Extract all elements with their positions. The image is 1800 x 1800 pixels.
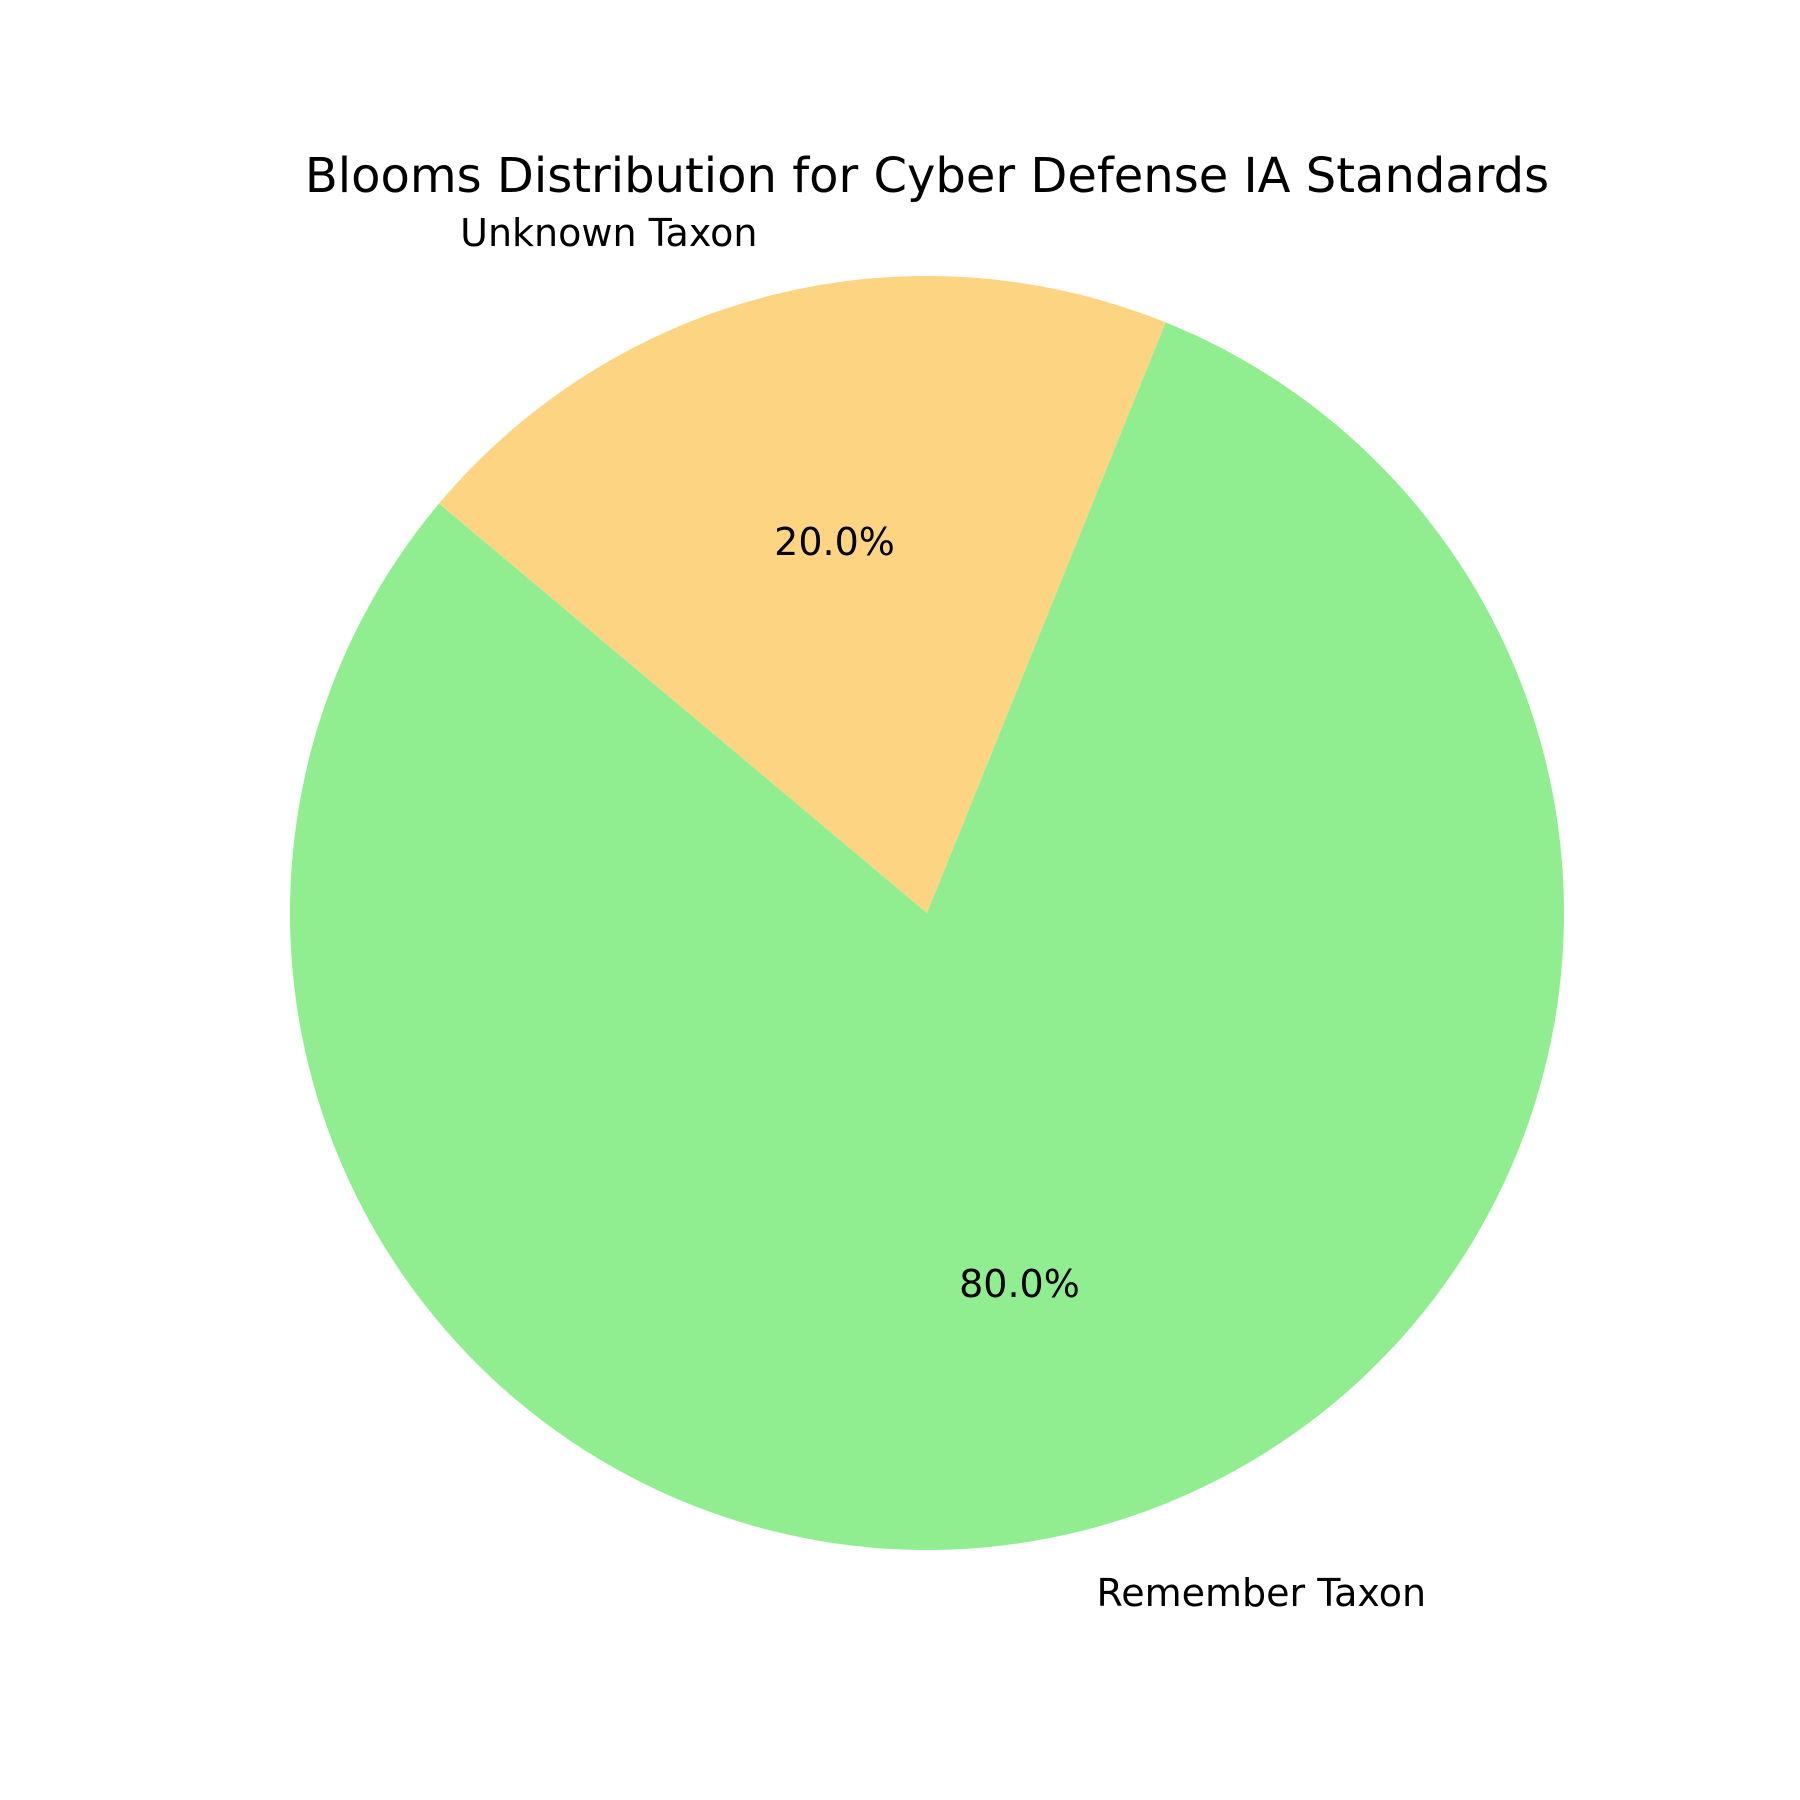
slice-label-unknown-taxon: Unknown Taxon <box>460 211 757 255</box>
labels-layer: Remember Taxon 80.0% Unknown Taxon 20.0% <box>460 211 1426 1615</box>
slice-percent-remember-taxon: 80.0% <box>959 1262 1080 1306</box>
pie-slice-unknown-taxon <box>439 275 1166 913</box>
chart-title: Blooms Distribution for Cyber Defense IA… <box>305 148 1549 204</box>
pie-slice-remember-taxon <box>289 322 1564 1550</box>
slice-percent-unknown-taxon: 20.0% <box>774 520 895 564</box>
slices-layer <box>289 275 1564 1550</box>
slice-label-remember-taxon: Remember Taxon <box>1097 1571 1427 1615</box>
